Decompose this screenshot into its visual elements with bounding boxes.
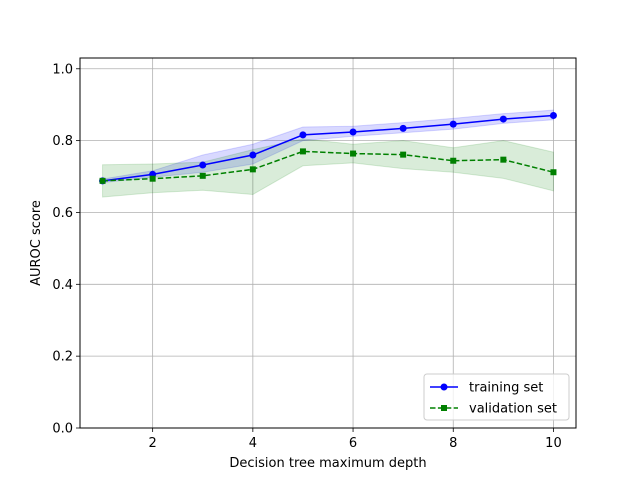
y-tick-label: 0.2 (52, 350, 73, 365)
data-point (550, 169, 557, 176)
data-point (499, 115, 507, 123)
data-point (449, 120, 457, 128)
confidence-bands (102, 109, 554, 198)
y-tick-label: 0.6 (52, 206, 73, 221)
series-line-0 (102, 114, 554, 182)
y-tick-label: 0.0 (52, 422, 73, 437)
data-point (99, 177, 106, 184)
series-markers (99, 111, 557, 185)
legend: training set validation set (423, 373, 570, 421)
y-tick-label: 0.4 (52, 278, 73, 293)
legend-marker (440, 383, 448, 391)
data-point (199, 172, 206, 179)
data-point (199, 161, 207, 169)
data-point (349, 128, 357, 136)
x-axis-ticks: 2 4 6 8 10 (149, 428, 562, 451)
data-point (149, 175, 156, 182)
x-axis-label: Decision tree maximum depth (229, 456, 426, 471)
data-point (299, 131, 307, 139)
plot-frame (79, 57, 577, 429)
data-point (249, 166, 256, 173)
x-tick-label: 6 (349, 436, 357, 451)
band-0 (102, 109, 554, 184)
data-point (549, 111, 557, 119)
series-line-1 (102, 150, 554, 182)
data-point (400, 151, 407, 158)
legend-box (423, 373, 570, 421)
data-point (249, 151, 257, 159)
data-point (450, 157, 457, 164)
y-axis-label: AUROC score (29, 200, 44, 286)
data-point (299, 148, 306, 155)
legend-marker (441, 405, 447, 411)
series-lines (102, 114, 554, 182)
band-1 (102, 138, 554, 198)
x-tick-label: 10 (545, 436, 562, 451)
legend-label: validation set (469, 402, 557, 417)
y-axis-ticks: 0.0 0.2 0.4 0.6 0.8 1.0 (52, 62, 80, 437)
x-tick-label: 4 (249, 436, 257, 451)
y-tick-label: 1.0 (52, 62, 73, 77)
data-point (500, 156, 507, 163)
x-tick-label: 8 (449, 436, 457, 451)
x-tick-label: 2 (149, 436, 157, 451)
y-tick-label: 0.8 (52, 134, 73, 149)
legend-label: training set (469, 381, 543, 396)
data-point (399, 124, 407, 132)
data-point (350, 150, 357, 157)
